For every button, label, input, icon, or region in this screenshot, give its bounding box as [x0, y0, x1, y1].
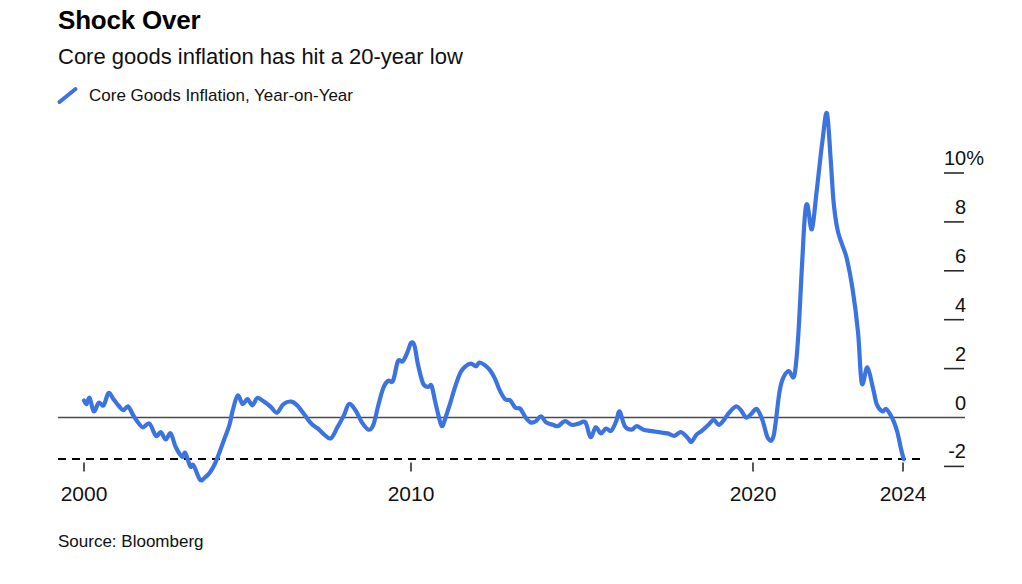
x-axis-label: 2010 [388, 482, 435, 505]
y-axis-label: 10% [944, 147, 984, 169]
core-goods-inflation-line [84, 113, 904, 481]
chart-canvas: 10% 8 6 4 2 0 -2 2000 2010 2020 2024 [0, 0, 1022, 584]
y-axis-label: 4 [955, 294, 966, 316]
y-axis-label: 6 [955, 245, 966, 267]
x-axis-label: 2020 [730, 482, 777, 505]
y-axis-label: -2 [948, 440, 966, 462]
y-axis-label: 0 [955, 392, 966, 414]
chart-page: Shock Over Core goods inflation has hit … [0, 0, 1022, 584]
x-axis-label: 2024 [880, 482, 927, 505]
y-axis-label: 8 [955, 196, 966, 218]
x-axis-label: 2000 [61, 482, 108, 505]
source-attribution: Source: Bloomberg [58, 532, 204, 552]
y-axis-label: 2 [955, 343, 966, 365]
